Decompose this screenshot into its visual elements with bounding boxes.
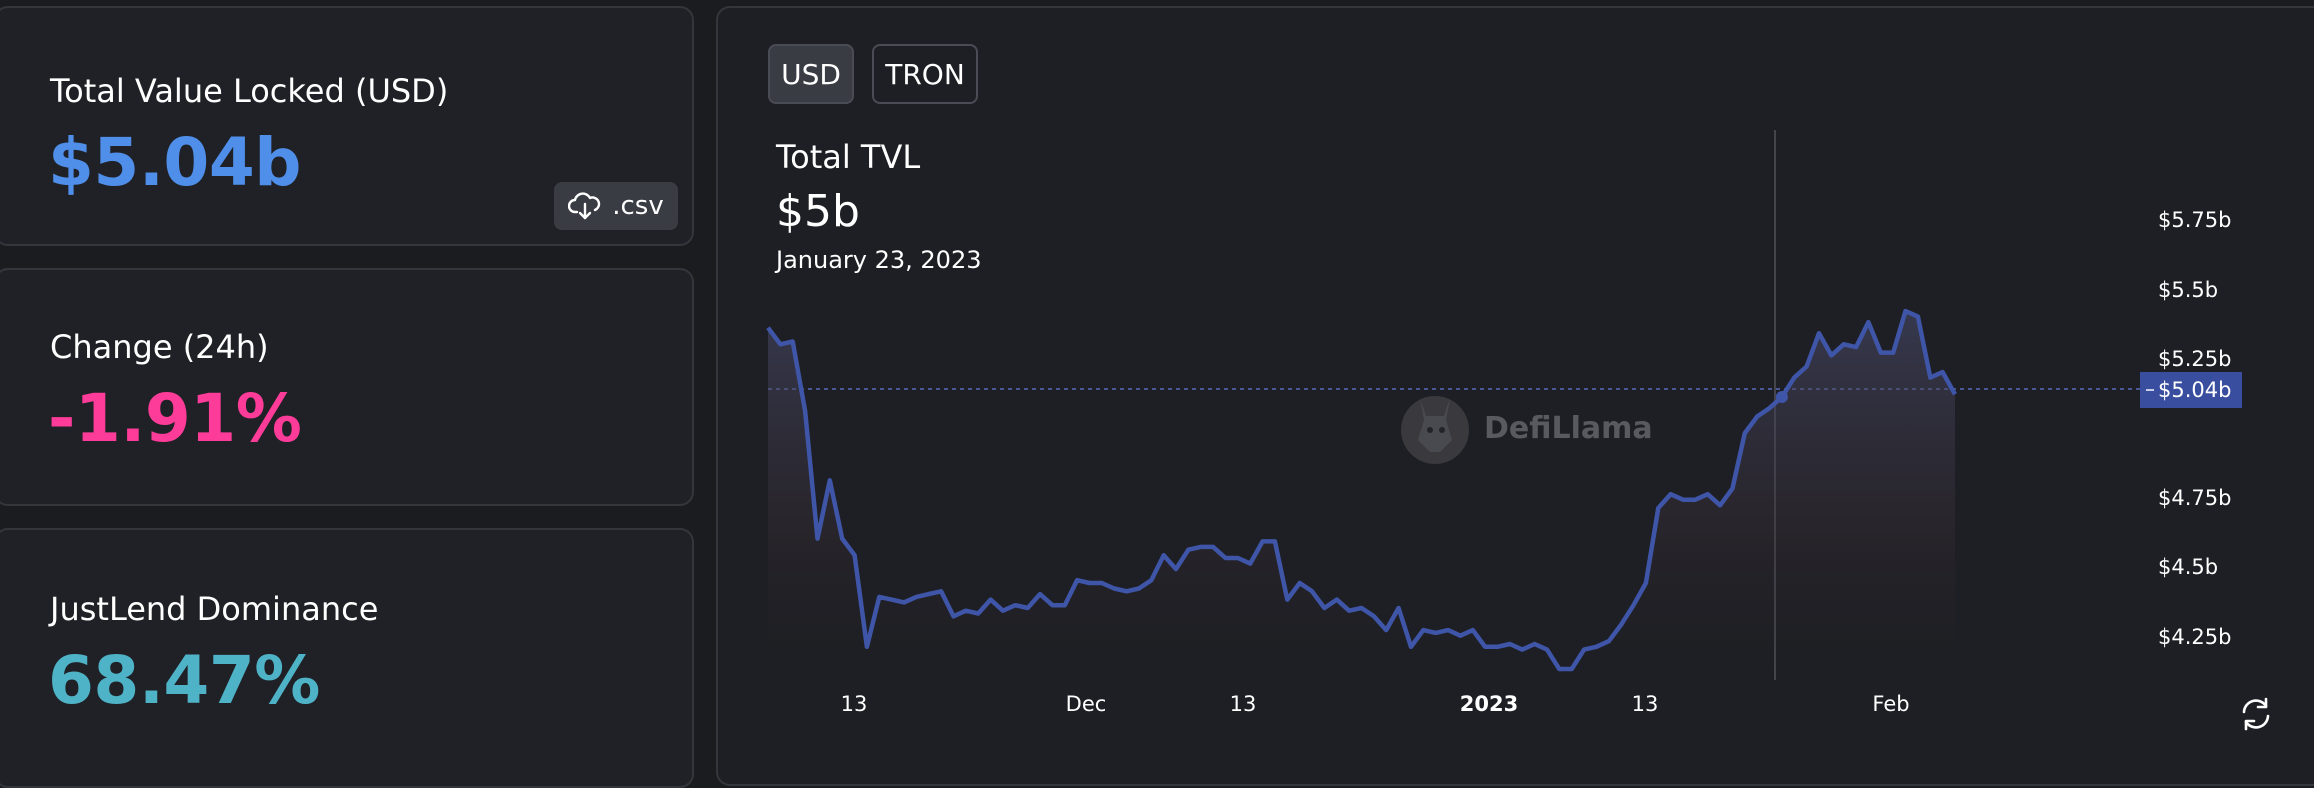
x-tick-label: Feb xyxy=(1872,692,1910,716)
tvl-area xyxy=(768,311,1955,680)
csv-label: .csv xyxy=(612,191,664,221)
y-tick-label: $5.75b xyxy=(2158,208,2232,233)
refresh-icon[interactable] xyxy=(2236,694,2276,734)
tvl-value: $5.04b xyxy=(48,124,302,201)
tvl-series-line xyxy=(766,308,1957,672)
download-csv-button[interactable]: .csv xyxy=(554,182,678,230)
y-tick-label: $4.75b xyxy=(2158,485,2232,510)
y-tick-label: $5.25b xyxy=(2158,347,2232,371)
y-tick-label: $4.25b xyxy=(2158,624,2232,649)
dominance-label: JustLend Dominance xyxy=(50,590,379,628)
tvl-label: Total Value Locked (USD) xyxy=(50,72,449,110)
tooltip-label: Total TVL xyxy=(776,138,921,176)
change-label: Change (24h) xyxy=(50,328,269,366)
x-tick-label: 2023 xyxy=(1459,692,1519,716)
cloud-download-icon xyxy=(568,192,601,220)
x-tick-label: 13 xyxy=(1229,692,1257,716)
toggle-usd-button[interactable]: USD xyxy=(768,44,854,104)
change-value: -1.91% xyxy=(48,380,302,457)
tvl-chart[interactable] xyxy=(0,0,2314,762)
hover-point xyxy=(1775,391,1788,404)
tooltip-date: January 23, 2023 xyxy=(776,246,982,274)
watermark-text: DefiLlama xyxy=(1484,410,1653,446)
x-tick-label: 13 xyxy=(1631,692,1659,716)
current-value-badge: $5.04b xyxy=(2140,372,2242,408)
change-card: Change (24h) -1.91% xyxy=(0,268,694,506)
y-tick-label: $4.5b xyxy=(2158,555,2219,580)
dominance-value: 68.47% xyxy=(48,642,320,719)
toggle-tron-button[interactable]: TRON xyxy=(872,44,978,104)
x-tick-label: Dec xyxy=(1065,692,1107,716)
defillama-logo xyxy=(1401,396,1469,464)
tvl-card: Total Value Locked (USD) $5.04b .csv xyxy=(0,6,694,246)
y-tick-label: $5.5b xyxy=(2158,277,2219,302)
x-tick-label: 13 xyxy=(840,692,868,716)
tooltip-value: $5b xyxy=(776,186,860,237)
defillama-watermark: DefiLlama xyxy=(1400,390,1653,466)
dominance-card: JustLend Dominance 68.47% xyxy=(0,528,694,788)
